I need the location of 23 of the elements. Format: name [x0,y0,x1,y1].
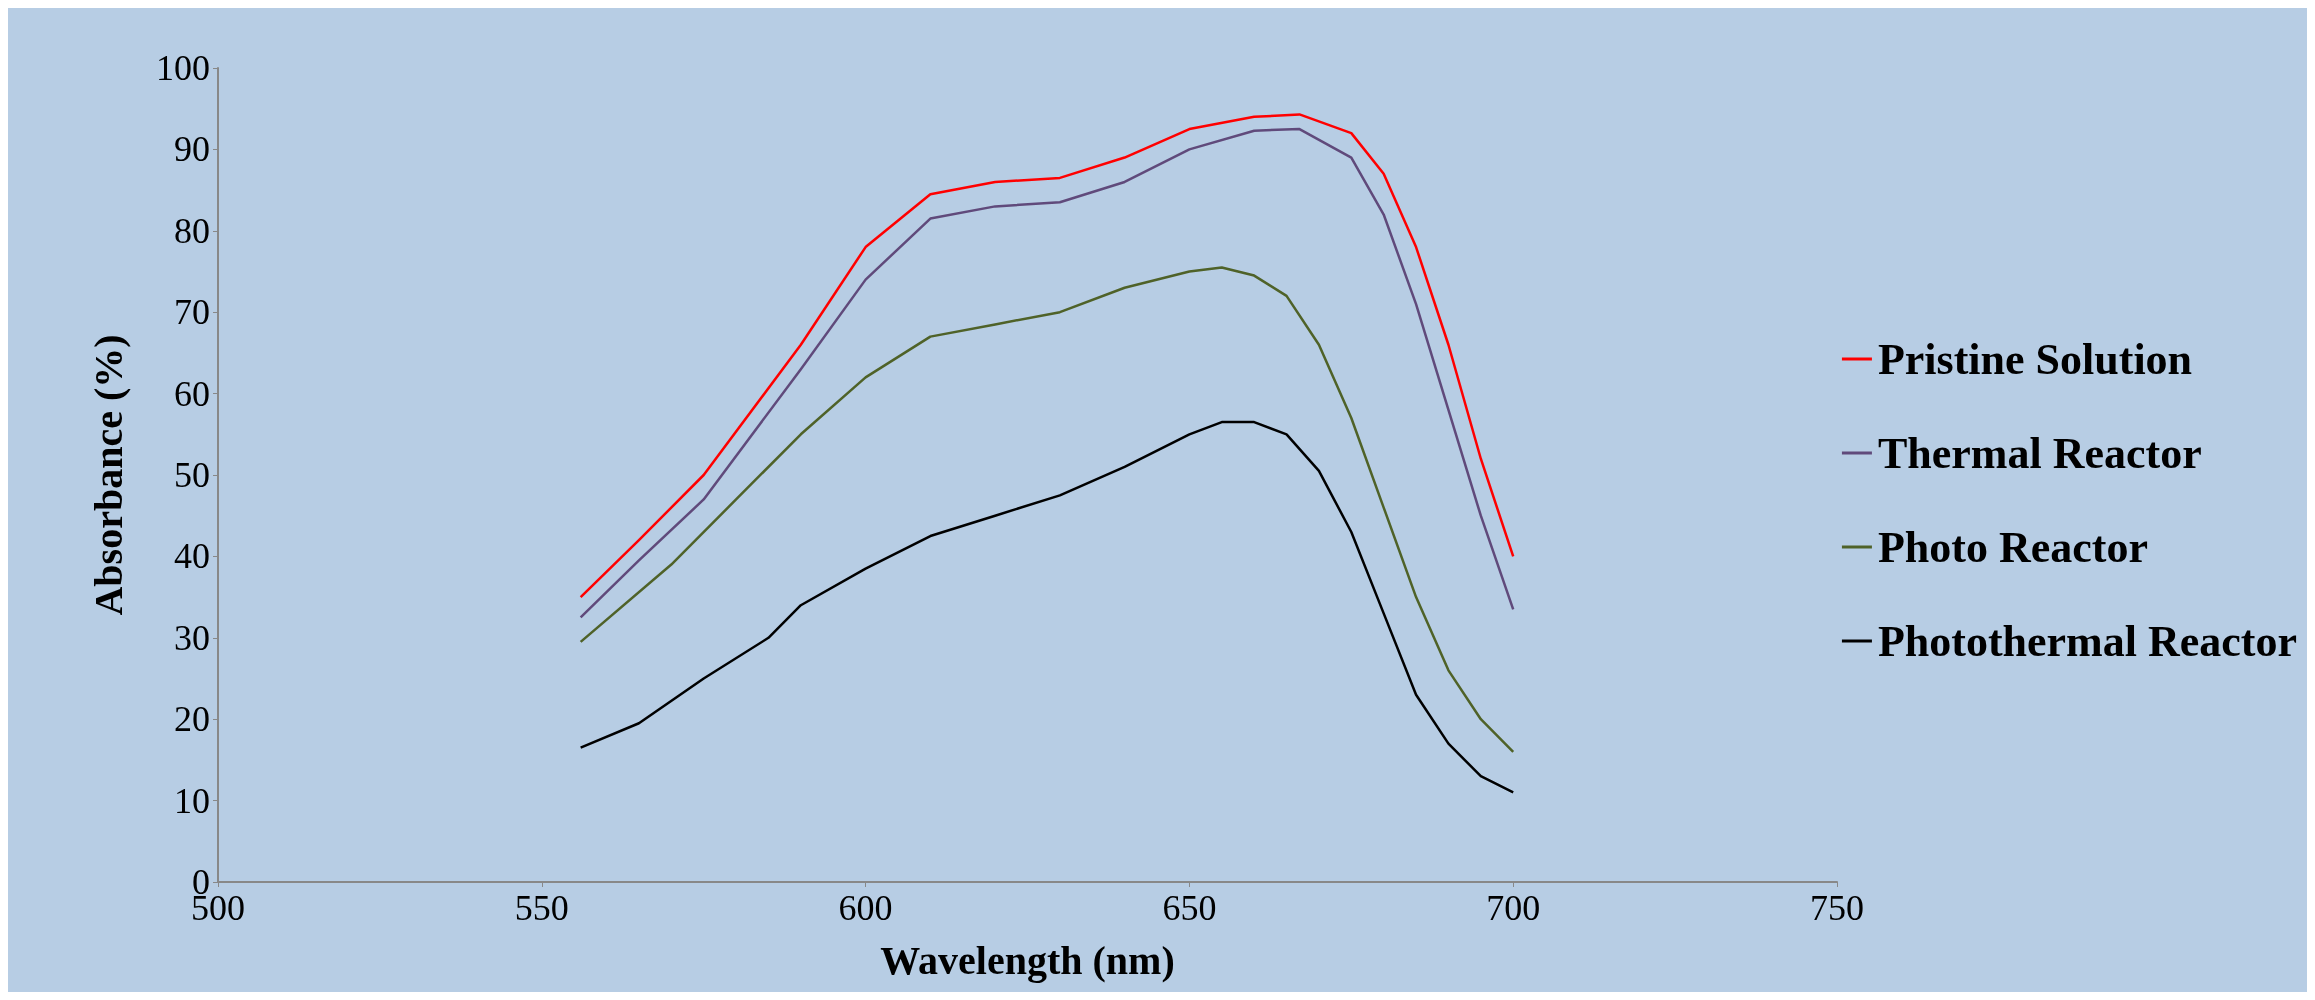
y-tick-label: 70 [174,292,210,333]
y-axis-title: Absorbance (%) [85,334,131,616]
x-axis-title: Wavelength (nm) [880,937,1175,983]
x-tick-label: 650 [1162,888,1217,928]
legend-label: Thermal Reactor [1877,428,2202,478]
y-tick-label: 50 [174,455,210,495]
x-tick-label: 600 [838,888,893,928]
y-tick-label: 90 [174,129,210,170]
legend-label: Photo Reactor [1877,522,2148,572]
x-tick-label: 550 [514,888,569,928]
y-tick-label: 80 [174,210,210,251]
y-tick-label: 100 [156,48,210,88]
y-tick-label: 20 [174,699,210,740]
y-tick-label: 40 [174,536,210,577]
line-series [579,420,1515,794]
x-tick-label: 700 [1486,888,1541,928]
legend-label: Pristine Solution [1877,334,2193,384]
y-tick-label: 30 [174,617,210,658]
line-series [579,266,1515,754]
y-tick-label: 60 [174,373,210,414]
x-tick-label: 750 [1810,888,1864,928]
y-tick-label: 10 [174,780,210,821]
legend-label: Photothermal Reactor [1877,616,2297,666]
